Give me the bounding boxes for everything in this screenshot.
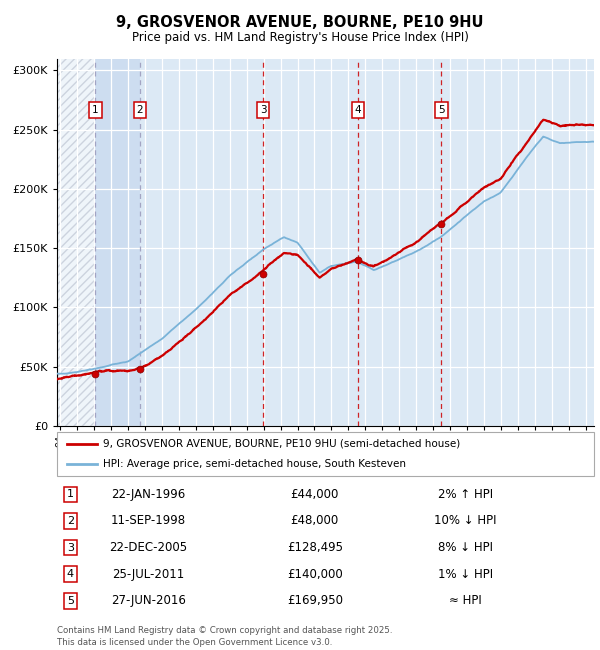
Text: 3: 3 <box>260 105 266 115</box>
Text: 22-JAN-1996: 22-JAN-1996 <box>111 488 185 500</box>
Text: £44,000: £44,000 <box>290 488 339 500</box>
Text: 2% ↑ HPI: 2% ↑ HPI <box>437 488 493 500</box>
Bar <box>95 58 140 426</box>
Text: 5: 5 <box>438 105 445 115</box>
Text: £169,950: £169,950 <box>287 594 343 607</box>
Text: This data is licensed under the Open Government Licence v3.0.: This data is licensed under the Open Gov… <box>57 638 332 647</box>
Text: 25-JUL-2011: 25-JUL-2011 <box>112 568 184 581</box>
Text: ≈ HPI: ≈ HPI <box>449 594 481 607</box>
Text: 1: 1 <box>92 105 98 115</box>
Text: £128,495: £128,495 <box>287 541 343 554</box>
Text: 9, GROSVENOR AVENUE, BOURNE, PE10 9HU (semi-detached house): 9, GROSVENOR AVENUE, BOURNE, PE10 9HU (s… <box>103 439 460 448</box>
Text: Contains HM Land Registry data © Crown copyright and database right 2025.: Contains HM Land Registry data © Crown c… <box>57 626 392 635</box>
Text: HPI: Average price, semi-detached house, South Kesteven: HPI: Average price, semi-detached house,… <box>103 459 406 469</box>
Text: 4: 4 <box>67 569 74 579</box>
Bar <box>57 58 95 426</box>
Text: 1% ↓ HPI: 1% ↓ HPI <box>437 568 493 581</box>
Text: Price paid vs. HM Land Registry's House Price Index (HPI): Price paid vs. HM Land Registry's House … <box>131 31 469 44</box>
Text: 3: 3 <box>67 543 74 552</box>
Text: 10% ↓ HPI: 10% ↓ HPI <box>434 515 496 528</box>
FancyBboxPatch shape <box>57 432 594 476</box>
Text: £48,000: £48,000 <box>290 515 339 528</box>
Text: 27-JUN-2016: 27-JUN-2016 <box>111 594 186 607</box>
Text: 1: 1 <box>67 489 74 499</box>
Text: 8% ↓ HPI: 8% ↓ HPI <box>437 541 493 554</box>
Text: 22-DEC-2005: 22-DEC-2005 <box>109 541 187 554</box>
Text: 9, GROSVENOR AVENUE, BOURNE, PE10 9HU: 9, GROSVENOR AVENUE, BOURNE, PE10 9HU <box>116 15 484 30</box>
Text: 5: 5 <box>67 596 74 606</box>
Text: 2: 2 <box>137 105 143 115</box>
Text: 2: 2 <box>67 516 74 526</box>
Text: 4: 4 <box>355 105 361 115</box>
Text: £140,000: £140,000 <box>287 568 343 581</box>
Text: 11-SEP-1998: 11-SEP-1998 <box>111 515 186 528</box>
